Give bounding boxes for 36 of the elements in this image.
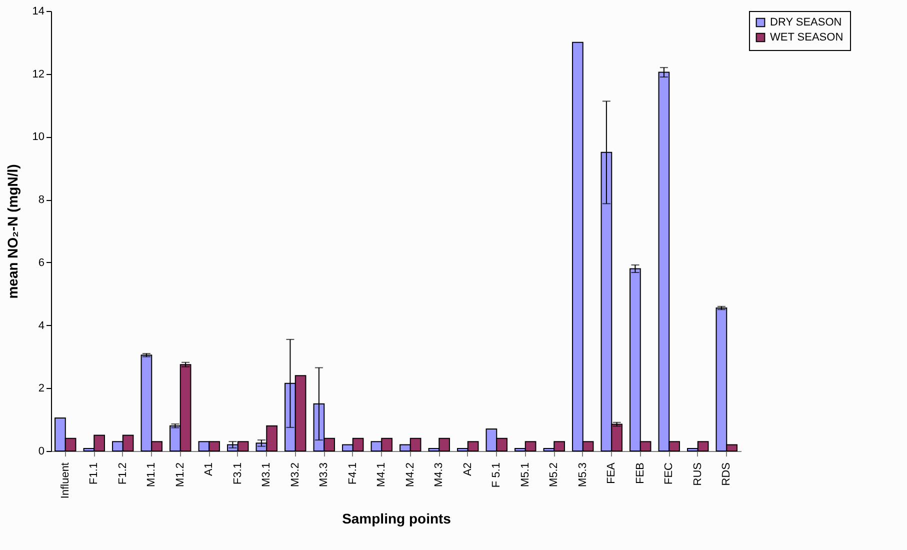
x-tick-label: M3.3 bbox=[318, 462, 330, 487]
x-tick-label: M5.1 bbox=[519, 462, 532, 487]
legend-label: DRY SEASON bbox=[770, 16, 842, 28]
y-tick-label: 6 bbox=[38, 256, 44, 269]
y-tick-label: 10 bbox=[32, 131, 44, 144]
x-tick-label: M4.3 bbox=[433, 462, 446, 487]
y-tick-label: 2 bbox=[38, 382, 44, 395]
x-tick-label: FEC bbox=[663, 462, 676, 484]
x-tick-label: F1.2 bbox=[116, 462, 129, 485]
x-tick-label: Influent bbox=[59, 462, 72, 499]
x-tick-label: F1.1 bbox=[88, 462, 100, 485]
x-tick-label: M1.1 bbox=[146, 462, 158, 487]
x-tick-label: M1.2 bbox=[174, 462, 186, 487]
y-tick-label: 0 bbox=[38, 446, 44, 458]
x-tick-label: M4.2 bbox=[404, 462, 416, 487]
x-tick-label: M5.2 bbox=[548, 462, 560, 487]
x-axis-title: Sampling points bbox=[342, 510, 452, 527]
x-tick-label: FEA bbox=[606, 462, 618, 484]
x-tick-label: A2 bbox=[462, 462, 474, 476]
y-axis-title: mean NO₂-N (mgN/l) bbox=[4, 164, 20, 299]
x-tick-label: F 5.1 bbox=[490, 462, 503, 488]
y-tick-label: 12 bbox=[32, 68, 44, 80]
y-tick-label: 8 bbox=[38, 194, 44, 206]
x-tick-label: M5.3 bbox=[576, 462, 589, 487]
x-tick-label: M4.1 bbox=[376, 462, 388, 487]
x-tick-label: A1 bbox=[203, 462, 216, 476]
x-tick-label: F3.1 bbox=[232, 462, 244, 485]
y-tick-label: 4 bbox=[38, 320, 44, 332]
x-tick-label: FEB bbox=[634, 462, 646, 484]
y-tick-label: 14 bbox=[32, 6, 44, 18]
legend-label: WET SEASON bbox=[770, 32, 844, 44]
x-tick-label: RUS bbox=[692, 462, 704, 486]
x-tick-label: RDS bbox=[720, 462, 733, 486]
x-tick-label: M3.2 bbox=[289, 462, 302, 487]
x-tick-label: M3.1 bbox=[260, 462, 273, 487]
x-tick-label: F4.1 bbox=[346, 462, 359, 485]
